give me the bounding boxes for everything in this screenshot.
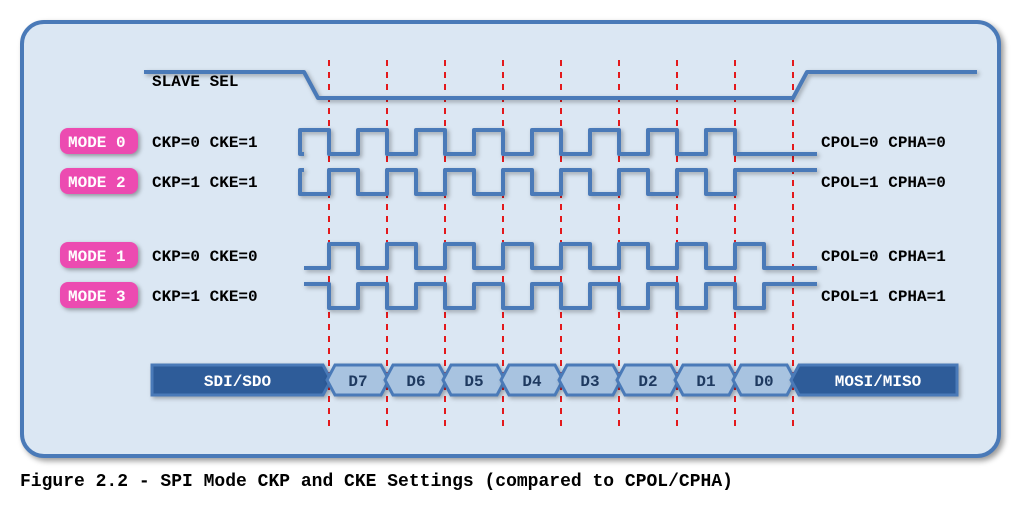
row-left-label: CKP=1 CKE=0	[152, 288, 258, 306]
data-bit-label: D0	[754, 373, 773, 391]
data-bit-label: D4	[522, 373, 542, 391]
data-bit-label: D5	[464, 373, 483, 391]
row-right-label: CPOL=0 CPHA=0	[821, 134, 946, 152]
data-bit-label: D2	[638, 373, 657, 391]
mode-pill-text: MODE 1	[68, 248, 126, 266]
clock-signal-3	[304, 284, 817, 308]
data-left-label: SDI/SDO	[204, 373, 272, 391]
clock-signal-2	[304, 244, 817, 268]
row-right-label: CPOL=0 CPHA=1	[821, 248, 946, 266]
data-right-label: MOSI/MISO	[835, 373, 922, 391]
clock-signal-1	[300, 170, 817, 194]
row-left-label: CKP=0 CKE=1	[152, 134, 258, 152]
mode-pill-text: MODE 3	[68, 288, 126, 306]
row-left-label: CKP=0 CKE=0	[152, 248, 258, 266]
data-bit-label: D7	[348, 373, 367, 391]
row-right-label: CPOL=1 CPHA=0	[821, 174, 946, 192]
row-left-label: CKP=1 CKE=1	[152, 174, 258, 192]
mode-pill-text: MODE 2	[68, 174, 126, 192]
mode-pill-text: MODE 0	[68, 134, 126, 152]
data-bit-label: D6	[406, 373, 425, 391]
data-bit-label: D3	[580, 373, 599, 391]
timing-svg: SLAVE SEL MODE 0 CKP=0 CKE=1 CPOL=0 CPHA=0 M…	[24, 24, 997, 454]
clock-signal-0	[300, 130, 817, 154]
row-right-label: CPOL=1 CPHA=1	[821, 288, 946, 306]
figure-caption: Figure 2.2 - SPI Mode CKP and CKE Settin…	[20, 472, 993, 492]
diagram-frame: SLAVE SEL MODE 0 CKP=0 CKE=1 CPOL=0 CPHA=0 M…	[20, 20, 1001, 458]
data-bit-label: D1	[696, 373, 715, 391]
slave-sel-label: SLAVE SEL	[152, 73, 238, 91]
